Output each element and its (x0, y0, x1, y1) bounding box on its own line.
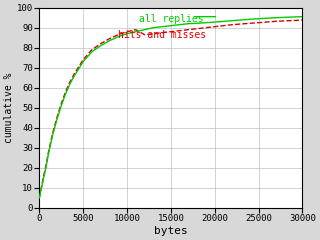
Text: all replies: all replies (139, 14, 204, 24)
Text: hits and misses: hits and misses (118, 30, 206, 40)
X-axis label: bytes: bytes (154, 226, 188, 236)
Y-axis label: cumulative %: cumulative % (4, 72, 14, 143)
